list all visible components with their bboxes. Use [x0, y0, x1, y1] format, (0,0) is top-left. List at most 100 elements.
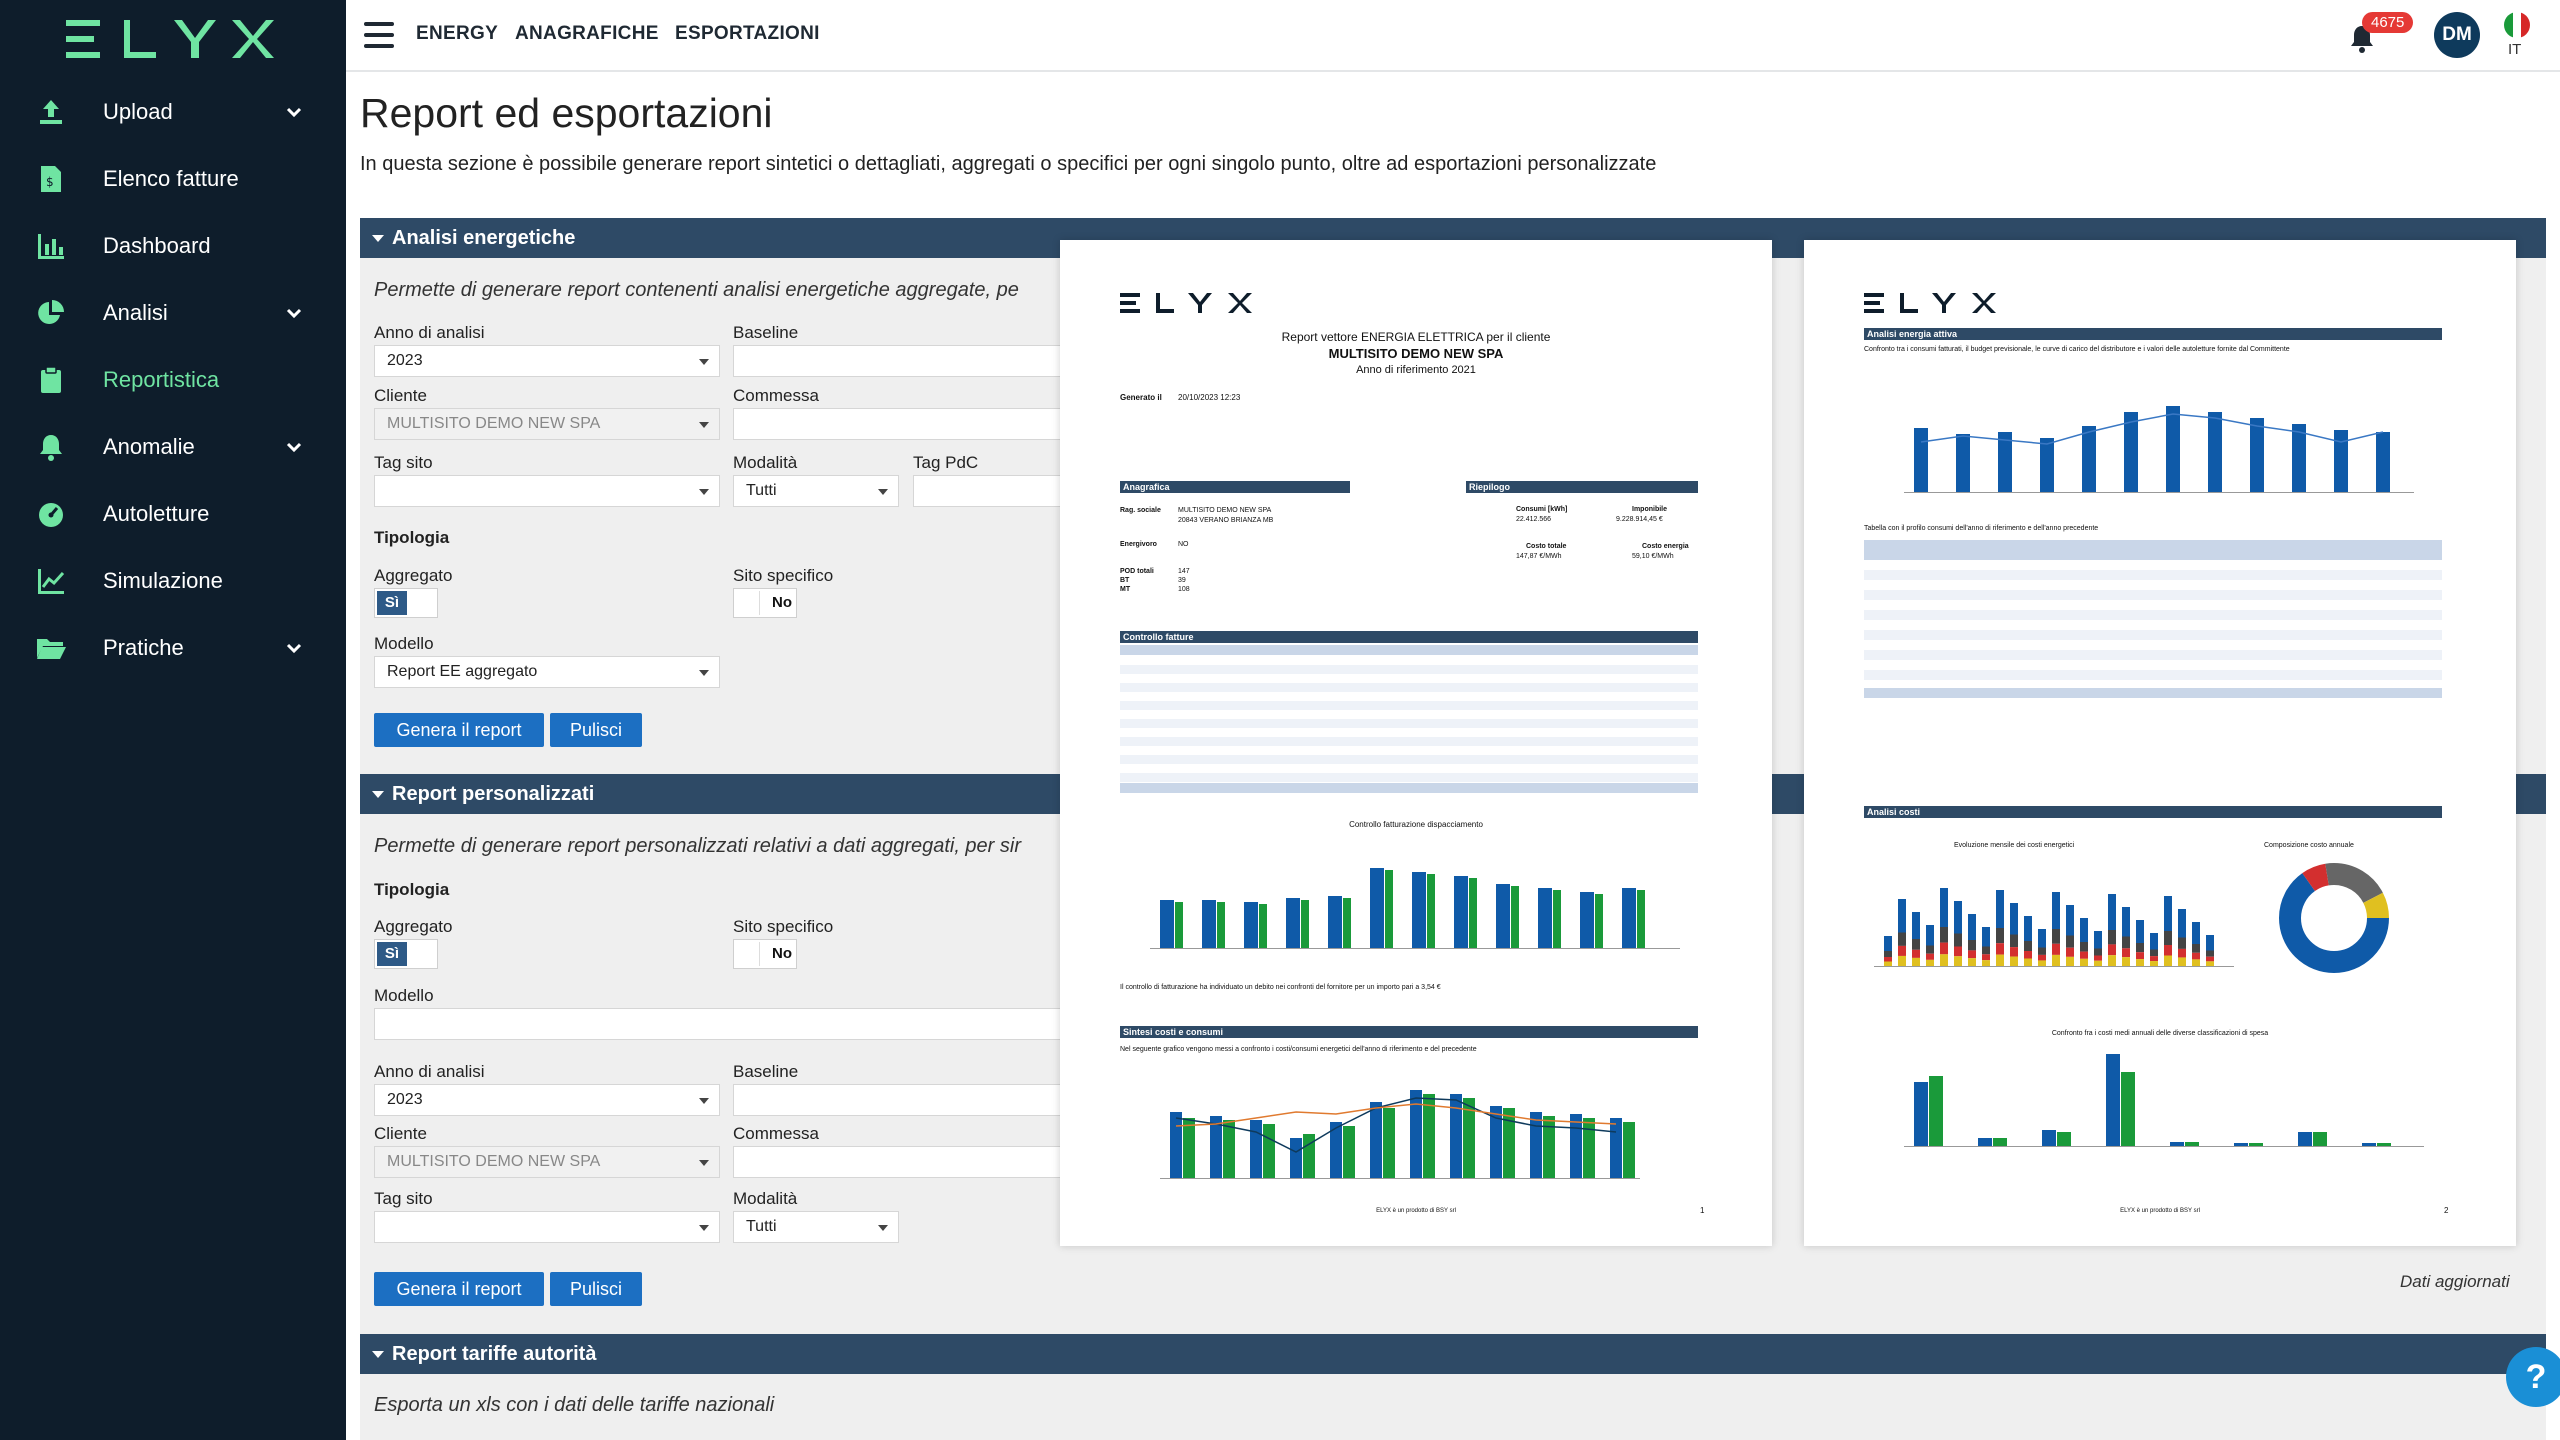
chart-bar [2206, 956, 2214, 962]
chart-bar [2234, 1143, 2248, 1146]
anno-select[interactable]: 2023 [374, 1084, 720, 1116]
pulisci-button[interactable]: Pulisci [550, 1272, 642, 1306]
sito-specifico-toggle[interactable]: No [733, 588, 797, 618]
chart-bar [1183, 1118, 1195, 1178]
sidebar-item-dashboard[interactable]: Dashboard [0, 212, 346, 279]
chart-bar [2164, 896, 2172, 931]
chevron-down-icon[interactable] [284, 102, 304, 122]
genera-report-button[interactable]: Genera il report [374, 1272, 544, 1306]
chart-bar [1623, 1122, 1635, 1178]
section-riepilogo: Riepilogo [1466, 481, 1698, 493]
sito-specifico-toggle[interactable]: No [733, 939, 797, 969]
chart-bar [2080, 942, 2088, 952]
imponibile-label: Imponibile [1632, 506, 1667, 513]
language-label[interactable]: IT [2508, 41, 2522, 58]
nav-esportazioni[interactable]: ESPORTAZIONI [675, 23, 820, 44]
cliente-select[interactable]: MULTISITO DEMO NEW SPA [374, 408, 720, 440]
chevron-down-icon[interactable] [284, 437, 304, 457]
modalita-select[interactable]: Tutti [733, 475, 899, 507]
chart-bar [2164, 945, 2172, 956]
commessa-input[interactable] [733, 1146, 1063, 1178]
chart-bar [2136, 959, 2144, 966]
nav-energy[interactable]: ENERGY [416, 23, 499, 44]
chart-bar [1570, 1114, 1582, 1178]
chart-bar [2010, 934, 2018, 948]
user-avatar[interactable]: DM [2434, 12, 2480, 58]
chart-bar [2206, 950, 2214, 957]
baseline-input[interactable] [733, 1084, 1063, 1116]
chart-bar [1490, 1106, 1502, 1178]
modalita-select[interactable]: Tutti [733, 1211, 899, 1243]
sidebar-item-upload[interactable]: Upload [0, 78, 346, 145]
modalita-label: Modalità [733, 453, 798, 472]
sidebar-item-autoletture[interactable]: Autoletture [0, 480, 346, 547]
report-preview-page-1[interactable]: Report vettore ENERGIA ELETTRICA per il … [1060, 240, 1772, 1246]
page-number: 2 [2444, 1206, 2449, 1215]
hamburger-menu-icon[interactable] [364, 22, 394, 48]
chart-bar [1954, 956, 1962, 966]
chart-bar [2066, 956, 2074, 966]
sidebar-item-reportistica[interactable]: Reportistica [0, 346, 346, 413]
aggregato-toggle[interactable]: Sì [374, 939, 438, 969]
cliente-select[interactable]: MULTISITO DEMO NEW SPA [374, 1146, 720, 1178]
modello-input[interactable] [374, 1008, 1064, 1040]
section-title: Analisi energetiche [392, 226, 576, 249]
chart-bar [2052, 929, 2060, 944]
section-tariffe-header[interactable]: Report tariffe autorità [360, 1334, 2546, 1374]
mt-label: MT [1120, 586, 1131, 593]
chart-bar [2249, 1143, 2263, 1146]
aggregato-toggle[interactable]: Sì [374, 588, 438, 618]
modalita-value: Tutti [746, 1218, 777, 1235]
chart-bar [1898, 932, 1906, 946]
tag-sito-select[interactable] [374, 475, 720, 507]
report-preview-page-2[interactable]: Analisi energia attiva Confronto tra i c… [1804, 240, 2516, 1246]
bar-chart-icon [34, 229, 68, 263]
costo-energia-value: 59,10 €/MWh [1632, 553, 1674, 560]
consumi-label: Consumi [kWh] [1516, 506, 1568, 513]
chart-bar [1496, 884, 1510, 948]
mt-value: 108 [1178, 586, 1190, 593]
sidebar-item-simulazione[interactable]: Simulazione [0, 547, 346, 614]
tag-pdc-input[interactable] [913, 475, 1063, 507]
italian-flag-icon[interactable] [2504, 12, 2530, 38]
chart-bar [2376, 432, 2390, 492]
modello-value: Report EE aggregato [387, 663, 538, 680]
nav-anagrafiche[interactable]: ANAGRAFICHE [515, 23, 659, 44]
modello-select[interactable]: Report EE aggregato [374, 656, 720, 688]
chart-bar [1968, 958, 1976, 966]
anno-label: Anno di analisi [374, 323, 485, 342]
chart-bar [1263, 1124, 1275, 1178]
baseline-label: Baseline [733, 323, 799, 342]
sidebar-item-label: Upload [103, 98, 173, 124]
chart-bar [1530, 1112, 1542, 1178]
chart-bar [1914, 1082, 1928, 1146]
commessa-input[interactable] [733, 408, 1063, 440]
chart-bar [1160, 1178, 1640, 1179]
chart-bar [1583, 1118, 1595, 1178]
chart-b-title: Composizione costo annuale [2264, 842, 2354, 849]
chevron-down-icon [699, 1225, 709, 1231]
elyx-logo[interactable] [62, 14, 282, 69]
genera-report-button[interactable]: Genera il report [374, 713, 544, 747]
elyx-logo [1120, 293, 1252, 313]
chevron-down-icon [699, 489, 709, 495]
bt-value: 39 [1178, 577, 1186, 584]
chevron-down-icon [699, 359, 709, 365]
anno-select[interactable]: 2023 [374, 345, 720, 377]
report-client-name: MULTISITO DEMO NEW SPA [1328, 346, 1504, 361]
baseline-input[interactable] [733, 345, 1063, 377]
chart-bar [1259, 904, 1267, 948]
sidebar-item-pratiche[interactable]: Pratiche [0, 614, 346, 681]
chevron-down-icon[interactable] [284, 638, 304, 658]
sidebar-item-analisi[interactable]: Analisi [0, 279, 346, 346]
pulisci-button[interactable]: Pulisci [550, 713, 642, 747]
last-updated-text: Dati aggiornati [2400, 1272, 2510, 1291]
aggregato-label: Aggregato [374, 566, 453, 585]
notification-count-badge[interactable]: 4675 [2362, 12, 2414, 33]
tag-sito-select[interactable] [374, 1211, 720, 1243]
invoice-list-icon: $ [34, 162, 68, 196]
sidebar-item-anomalie[interactable]: Anomalie [0, 413, 346, 480]
sidebar-item-elenco-fatture[interactable]: $ Elenco fatture [0, 145, 346, 212]
help-button[interactable]: ? [2506, 1347, 2560, 1407]
chevron-down-icon[interactable] [284, 303, 304, 323]
